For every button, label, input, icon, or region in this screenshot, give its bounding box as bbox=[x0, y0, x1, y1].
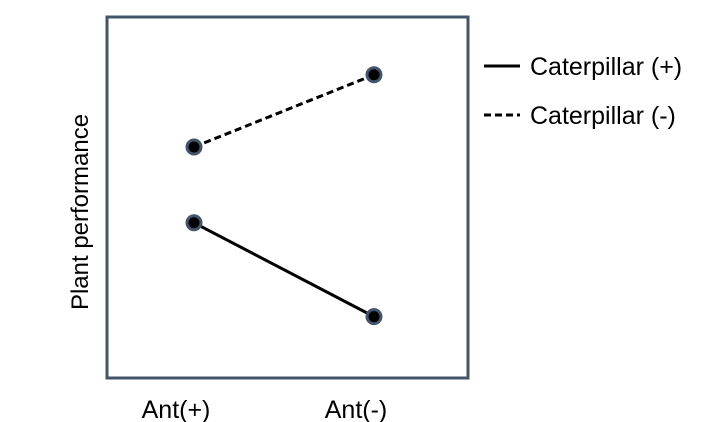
x-tick-label: Ant(+) bbox=[142, 396, 211, 422]
series-2-point-1 bbox=[185, 138, 203, 156]
series-2-point-2 bbox=[365, 66, 383, 84]
x-tick-labels: Ant(+) Ant(-) bbox=[142, 396, 388, 422]
series-lines bbox=[193, 73, 375, 318]
y-axis-label: Plant performance bbox=[67, 114, 94, 310]
legend: Caterpillar (+) Caterpillar (-) bbox=[484, 53, 682, 130]
legend-label-2: Caterpillar (-) bbox=[530, 102, 676, 130]
legend-label-1: Caterpillar (+) bbox=[530, 53, 682, 81]
series-2-line bbox=[193, 73, 375, 149]
series-1-point-1 bbox=[185, 214, 203, 232]
x-tick-label: Ant(-) bbox=[325, 396, 388, 422]
plot-frame bbox=[105, 15, 470, 380]
series-markers bbox=[185, 66, 383, 326]
series-1-line bbox=[193, 221, 375, 318]
series-1-point-2 bbox=[365, 308, 383, 326]
